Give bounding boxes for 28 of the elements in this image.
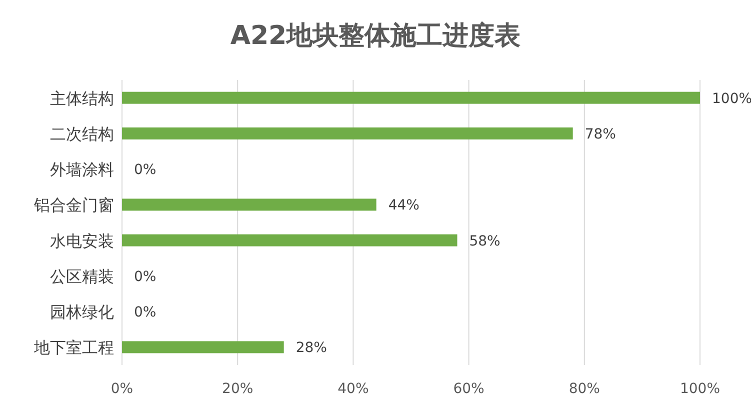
data-label: 0% [134, 268, 156, 285]
bar [122, 92, 700, 104]
chart-title: A22地块整体施工进度表 [230, 21, 521, 51]
y-tick-label: 二次结构 [50, 124, 114, 144]
data-label: 0% [134, 162, 156, 178]
x-tick-label: 0% [110, 381, 134, 397]
data-label: 0% [134, 304, 156, 321]
y-tick-label: 地下室工程 [33, 338, 114, 358]
bar [122, 127, 573, 140]
data-label: 100% [712, 90, 751, 107]
bar [122, 198, 376, 211]
x-tick-label: 80% [568, 381, 600, 397]
data-label: 28% [296, 340, 327, 356]
data-label: 78% [584, 126, 616, 142]
y-tick-label: 公区精装 [50, 266, 114, 286]
y-tick-label: 园林绿化 [50, 302, 114, 322]
bar [122, 341, 284, 354]
y-tick-label: 铝合金门窗 [33, 196, 114, 215]
data-label: 44% [388, 198, 420, 214]
bar [122, 234, 458, 246]
y-tick-label: 主体结构 [50, 88, 114, 108]
y-tick-label: 外墙涂料 [50, 160, 114, 180]
x-tick-label: 40% [338, 381, 369, 397]
x-tick-label: 100% [680, 381, 720, 397]
y-tick-label: 水电安装 [50, 231, 114, 250]
x-tick-label: 60% [453, 381, 484, 397]
x-tick-label: 20% [222, 381, 254, 397]
data-label: 58% [469, 233, 500, 250]
